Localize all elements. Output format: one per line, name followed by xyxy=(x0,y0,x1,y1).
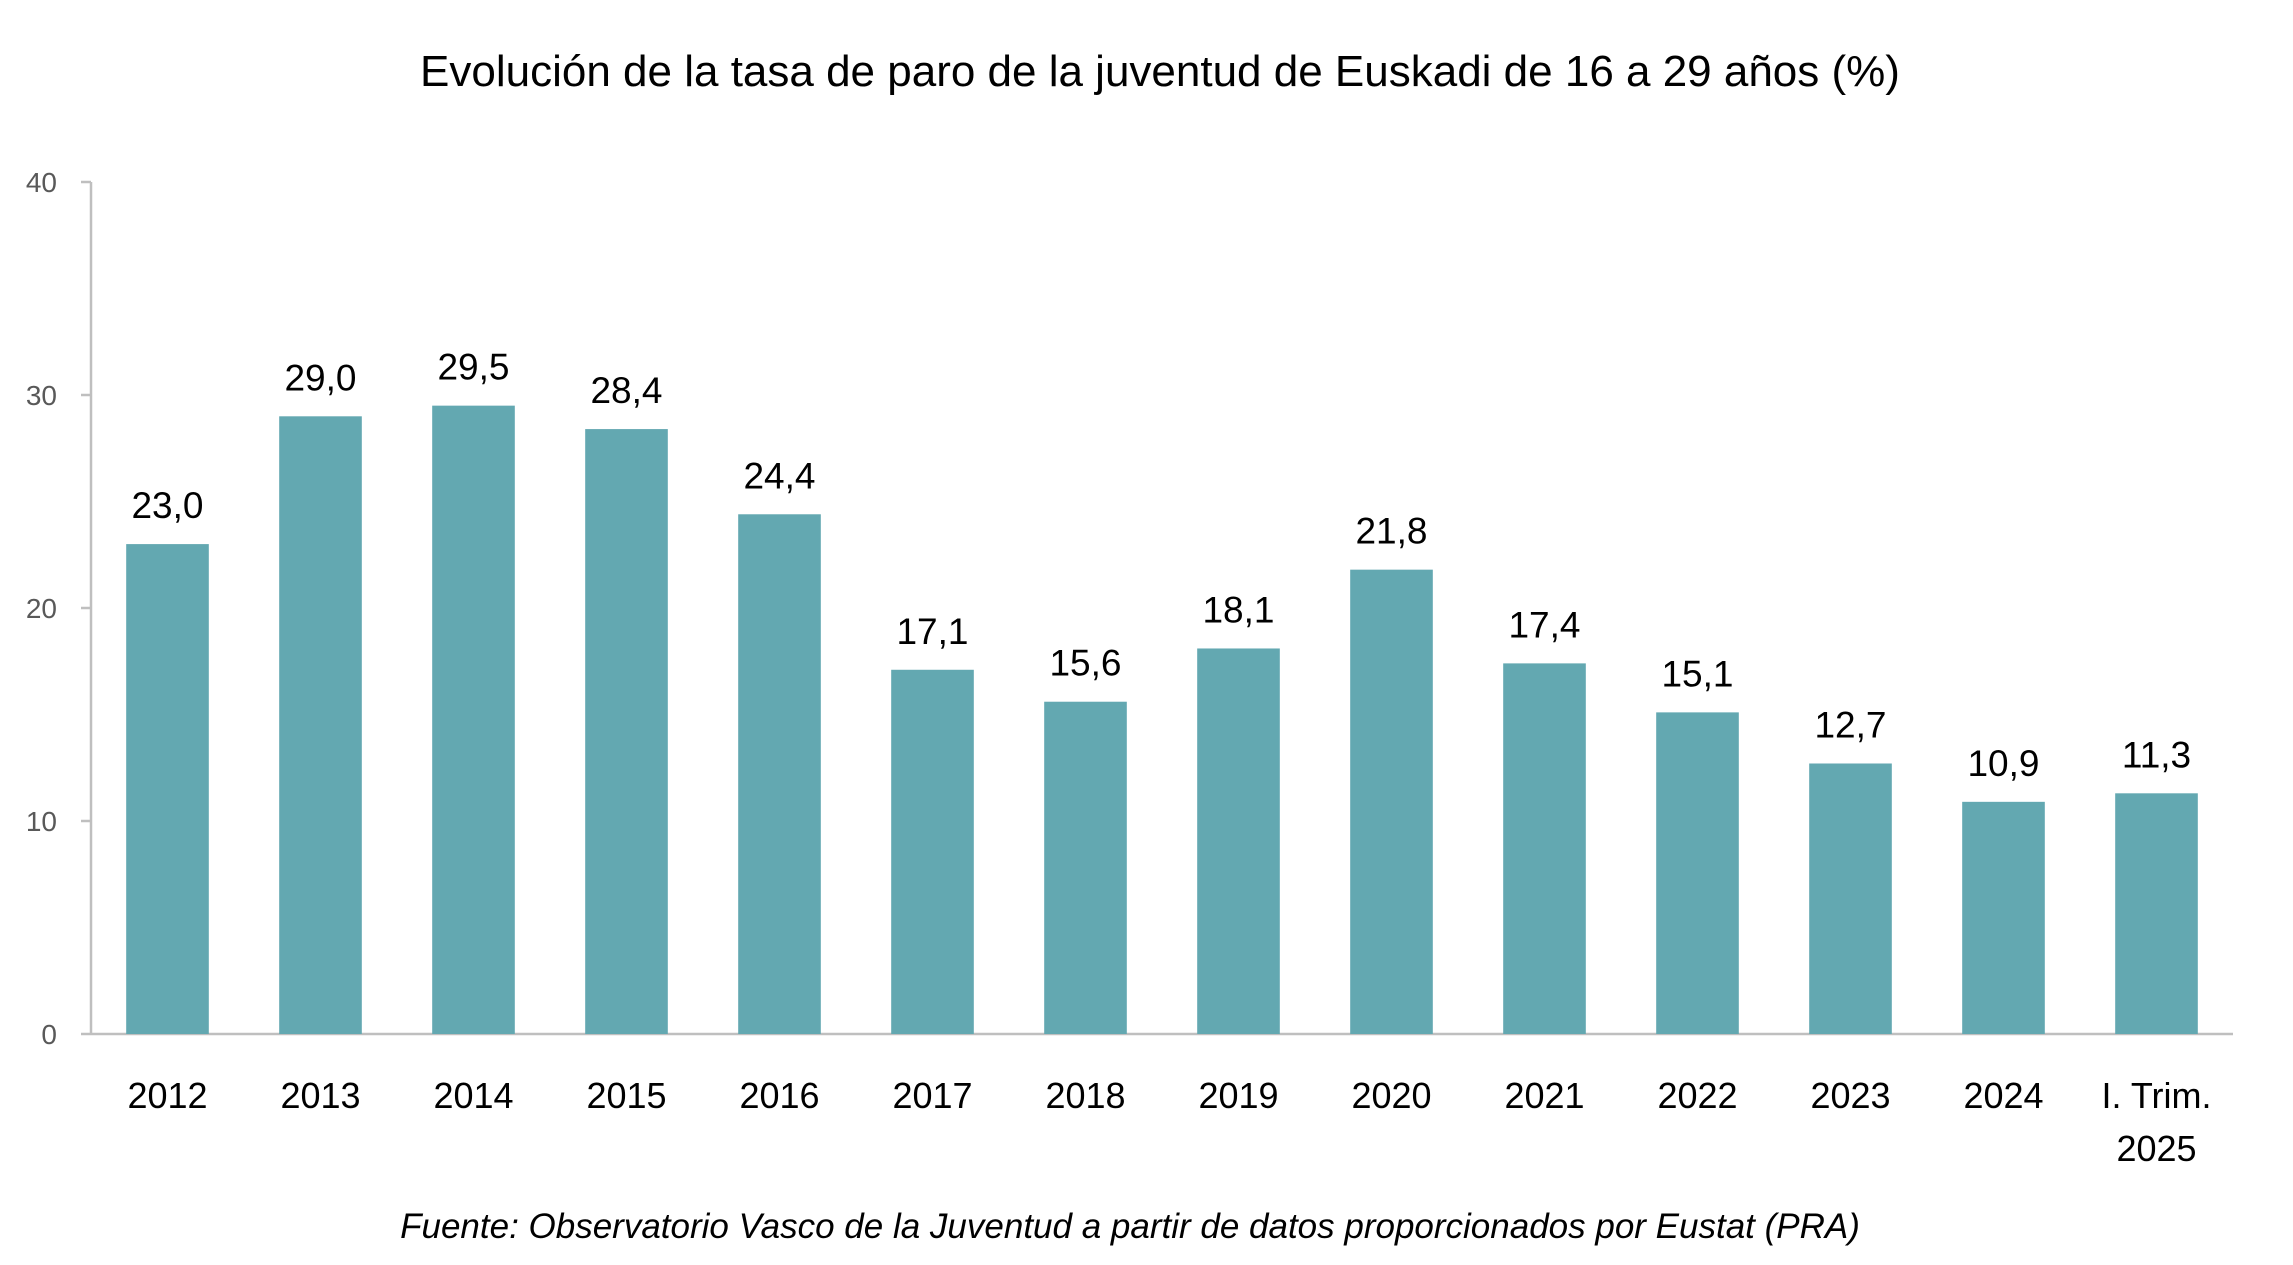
data-label: 21,8 xyxy=(1355,511,1427,552)
y-tick-label: 20 xyxy=(26,593,57,624)
data-label: 10,9 xyxy=(1967,743,2039,784)
x-tick-label: 2015 xyxy=(586,1075,666,1116)
bar xyxy=(1962,801,2045,1034)
data-label: 29,5 xyxy=(437,347,509,388)
y-tick-label: 30 xyxy=(26,380,57,411)
data-label: 12,7 xyxy=(1814,704,1886,745)
source-note: Fuente: Observatorio Vasco de la Juventu… xyxy=(400,1207,1860,1246)
x-tick-label: 2018 xyxy=(1045,1075,1125,1116)
x-tick-label: 2022 xyxy=(1657,1075,1737,1116)
bar xyxy=(1809,763,1892,1034)
x-tick-label: 2017 xyxy=(892,1075,972,1116)
bar xyxy=(1656,712,1739,1034)
x-tick-label: 2025 xyxy=(2116,1128,2196,1169)
x-tick-label: 2016 xyxy=(739,1075,819,1116)
data-label: 28,4 xyxy=(590,370,662,411)
x-tick-label: 2024 xyxy=(1963,1075,2043,1116)
data-label: 29,0 xyxy=(284,357,356,398)
bar xyxy=(891,669,974,1034)
x-tick-label: 2023 xyxy=(1810,1075,1890,1116)
bar xyxy=(126,544,209,1034)
bar xyxy=(1503,663,1586,1034)
bar xyxy=(1044,701,1127,1034)
data-label: 17,4 xyxy=(1508,604,1580,645)
data-label: 23,0 xyxy=(131,485,203,526)
x-tick-label: 2012 xyxy=(127,1075,207,1116)
y-tick-label: 10 xyxy=(26,806,57,837)
data-label: 15,6 xyxy=(1049,643,1121,684)
x-tick-label: 2014 xyxy=(433,1075,513,1116)
data-label: 24,4 xyxy=(743,455,815,496)
y-tick-label: 40 xyxy=(26,167,57,198)
x-tick-label: I. Trim. xyxy=(2102,1075,2212,1116)
bar xyxy=(585,429,668,1035)
x-tick-label: 2020 xyxy=(1351,1075,1431,1116)
x-tick-label: 2019 xyxy=(1198,1075,1278,1116)
bar xyxy=(738,514,821,1034)
data-label: 18,1 xyxy=(1202,589,1274,630)
bar xyxy=(2115,793,2198,1034)
data-label: 15,1 xyxy=(1661,653,1733,694)
x-tick-label: 2021 xyxy=(1504,1075,1584,1116)
bar xyxy=(432,405,515,1034)
y-tick-label: 0 xyxy=(41,1019,57,1050)
bar xyxy=(1350,569,1433,1034)
bar xyxy=(1197,648,1280,1034)
bar xyxy=(279,416,362,1034)
chart-title: Evolución de la tasa de paro de la juven… xyxy=(420,47,1900,96)
x-tick-label: 2013 xyxy=(280,1075,360,1116)
data-label: 17,1 xyxy=(896,611,968,652)
data-label: 11,3 xyxy=(2122,734,2191,775)
